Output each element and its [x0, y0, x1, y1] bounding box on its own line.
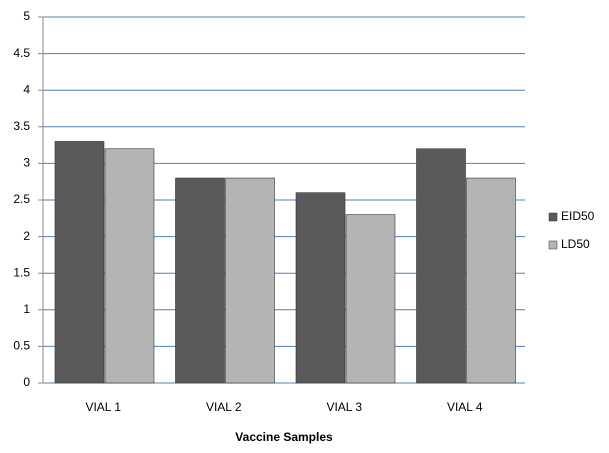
y-tick-label: 2	[23, 229, 30, 243]
x-axis-label: Vaccine Samples	[235, 430, 333, 444]
bar	[345, 214, 396, 384]
y-tick-label: 0.5	[13, 339, 30, 353]
x-tick-label: VIAL 2	[206, 400, 242, 414]
x-tick-label: VIAL 1	[85, 400, 121, 414]
bar	[416, 148, 466, 384]
legend-label: LD50	[561, 237, 590, 251]
y-tick-label: 3.5	[13, 119, 30, 133]
y-tick-label: 1.5	[13, 265, 30, 279]
y-tick-label: 0	[23, 375, 30, 389]
y-tick-label: 4	[23, 82, 30, 96]
bar	[466, 177, 516, 384]
y-tick-label: 5	[23, 9, 30, 23]
legend-label: EID50	[561, 209, 595, 223]
bar	[175, 177, 225, 384]
y-tick-label: 3	[23, 156, 30, 170]
legend-swatch	[548, 212, 558, 222]
x-tick-label: VIAL 3	[326, 400, 362, 414]
bar	[295, 192, 346, 384]
y-tick-label: 2.5	[13, 192, 30, 206]
x-tick-label: VIAL 4	[447, 400, 483, 414]
legend-swatch	[548, 240, 558, 250]
bar	[225, 177, 275, 384]
bar	[54, 141, 105, 384]
y-tick-label: 4.5	[13, 46, 30, 60]
y-tick-label: 1	[23, 302, 30, 316]
bar	[104, 148, 155, 384]
